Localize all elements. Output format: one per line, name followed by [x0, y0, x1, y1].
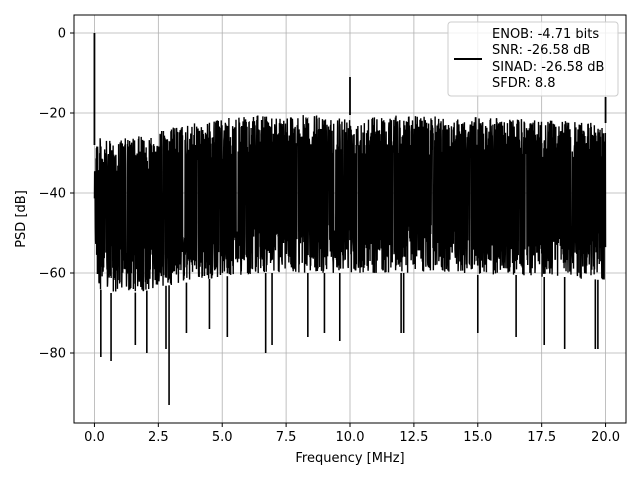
x-tick-label: 15.0	[463, 430, 492, 445]
x-tick-label: 2.5	[148, 430, 169, 445]
x-tick-label: 17.5	[527, 430, 556, 445]
x-tick-label: 12.5	[399, 430, 428, 445]
y-axis-label: PSD [dB]	[14, 190, 29, 248]
legend-enob: ENOB: -4.71 bits	[492, 27, 599, 42]
psd-noise-line	[93, 115, 607, 292]
legend-sfdr: SFDR: 8.8	[492, 76, 556, 91]
psd-trace	[93, 33, 607, 405]
x-tick-label: 0.0	[84, 430, 105, 445]
y-tick-label: −20	[39, 107, 66, 122]
legend-sinad: SINAD: -26.58 dB	[492, 60, 604, 75]
x-tick-label: 7.5	[276, 430, 297, 445]
x-axis-ticks: 0.0 2.5 5.0 7.5 10.0 12.5 15.0 17.5 20.0	[84, 423, 620, 445]
x-tick-label: 10.0	[336, 430, 365, 445]
x-tick-label: 5.0	[212, 430, 233, 445]
legend-box	[447, 21, 619, 97]
y-tick-label: −60	[39, 267, 66, 282]
y-tick-label: −40	[39, 187, 66, 202]
y-axis-ticks: 0 −20 −40 −60 −80	[39, 27, 74, 362]
y-tick-label: −80	[39, 347, 66, 362]
x-tick-label: 20.0	[591, 430, 620, 445]
y-tick-label: 0	[58, 27, 66, 42]
legend: ENOB: -4.71 bits SNR: -26.58 dB SINAD: -…	[447, 21, 619, 97]
x-axis-label: Frequency [MHz]	[295, 451, 404, 466]
legend-snr: SNR: -26.58 dB	[492, 43, 590, 58]
